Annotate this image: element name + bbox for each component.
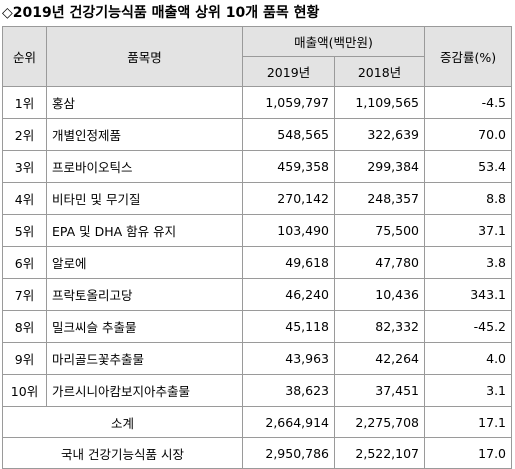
table-row: 8위 밀크씨슬 추출물 45,118 82,332 -45.2 [2, 310, 513, 343]
rank-cell: 4위 [2, 182, 47, 215]
total-2018: 2,522,107 [333, 437, 426, 469]
table-row: 6위 알로에 49,618 47,780 3.8 [2, 246, 513, 279]
item-cell: EPA 및 DHA 함유 유지 [46, 214, 243, 247]
growth-cell: -45.2 [424, 310, 513, 343]
item-cell: 비타민 및 무기질 [46, 182, 243, 215]
growth-cell: 37.1 [424, 214, 513, 247]
growth-cell: 53.4 [424, 150, 513, 183]
total-row: 국내 건강기능식품 시장 2,950,786 2,522,107 17.0 [2, 437, 513, 469]
header-rank: 순위 [2, 26, 47, 87]
rank-cell: 9위 [2, 342, 47, 375]
rank-cell: 3위 [2, 150, 47, 183]
growth-cell: 4.0 [424, 342, 513, 375]
sales-2018-cell: 10,436 [333, 278, 426, 311]
sales-2018-cell: 1,109,565 [333, 86, 426, 119]
item-cell: 홍삼 [46, 86, 243, 119]
growth-cell: 70.0 [424, 118, 513, 151]
sales-2019-cell: 103,490 [242, 214, 335, 247]
sales-2018-cell: 37,451 [333, 374, 426, 407]
rank-cell: 8위 [2, 310, 47, 343]
sales-2019-cell: 270,142 [242, 182, 335, 215]
growth-cell: -4.5 [424, 86, 513, 119]
header-growth: 증감률(%) [424, 26, 513, 87]
subtotal-2018: 2,275,708 [333, 406, 426, 438]
table-row: 1위 홍삼 1,059,797 1,109,565 -4.5 [2, 86, 513, 119]
growth-cell: 343.1 [424, 278, 513, 311]
sales-2018-cell: 42,264 [333, 342, 426, 375]
rank-cell: 1위 [2, 86, 47, 119]
header-sales: 매출액(백만원) [241, 26, 426, 57]
item-cell: 마리골드꽃추출물 [46, 342, 243, 375]
item-cell: 프락토올리고당 [46, 278, 243, 311]
subtotal-row: 소계 2,664,914 2,275,708 17.1 [2, 406, 513, 438]
sales-2018-cell: 82,332 [333, 310, 426, 343]
item-cell: 밀크씨슬 추출물 [46, 310, 243, 343]
subtotal-2019: 2,664,914 [242, 406, 335, 438]
rank-cell: 7위 [2, 278, 47, 311]
table-row: 3위 프로바이오틱스 459,358 299,384 53.4 [2, 150, 513, 183]
sales-2019-cell: 45,118 [242, 310, 335, 343]
total-2019: 2,950,786 [242, 437, 335, 469]
rank-cell: 10위 [2, 374, 47, 407]
sales-2019-cell: 38,623 [242, 374, 335, 407]
page-title: ◇2019년 건강기능식품 매출액 상위 10개 품목 현황 [2, 5, 320, 21]
header-2018: 2018년 [333, 56, 426, 87]
sales-2018-cell: 248,357 [333, 182, 426, 215]
item-cell: 가르시니아캄보지아추출물 [46, 374, 243, 407]
rank-cell: 6위 [2, 246, 47, 279]
item-cell: 알로에 [46, 246, 243, 279]
subtotal-label: 소계 [2, 406, 243, 438]
sales-2018-cell: 75,500 [333, 214, 426, 247]
sales-2019-cell: 43,963 [242, 342, 335, 375]
total-label: 국내 건강기능식품 시장 [2, 437, 243, 469]
growth-cell: 3.8 [424, 246, 513, 279]
sales-2019-cell: 548,565 [242, 118, 335, 151]
table-row: 5위 EPA 및 DHA 함유 유지 103,490 75,500 37.1 [2, 214, 513, 247]
sales-2018-cell: 322,639 [333, 118, 426, 151]
sales-2019-cell: 49,618 [242, 246, 335, 279]
table-row: 7위 프락토올리고당 46,240 10,436 343.1 [2, 278, 513, 311]
rank-cell: 5위 [2, 214, 47, 247]
sales-2018-cell: 47,780 [333, 246, 426, 279]
growth-cell: 8.8 [424, 182, 513, 215]
sales-2018-cell: 299,384 [333, 150, 426, 183]
total-growth: 17.0 [424, 437, 513, 469]
header-item: 품목명 [46, 26, 243, 87]
item-cell: 프로바이오틱스 [46, 150, 243, 183]
subtotal-growth: 17.1 [424, 406, 513, 438]
header-2019: 2019년 [242, 56, 335, 87]
item-cell: 개별인정제품 [46, 118, 243, 151]
rank-cell: 2위 [2, 118, 47, 151]
growth-cell: 3.1 [424, 374, 513, 407]
sales-2019-cell: 459,358 [242, 150, 335, 183]
table-row: 9위 마리골드꽃추출물 43,963 42,264 4.0 [2, 342, 513, 375]
sales-2019-cell: 1,059,797 [242, 86, 335, 119]
sales-table: 순위 품목명 매출액(백만원) 증감률(%) 2019년 2018년 1위 홍삼… [2, 26, 513, 469]
table-row: 10위 가르시니아캄보지아추출물 38,623 37,451 3.1 [2, 374, 513, 407]
table-row: 2위 개별인정제품 548,565 322,639 70.0 [2, 118, 513, 151]
table-row: 4위 비타민 및 무기질 270,142 248,357 8.8 [2, 182, 513, 215]
sales-2019-cell: 46,240 [242, 278, 335, 311]
